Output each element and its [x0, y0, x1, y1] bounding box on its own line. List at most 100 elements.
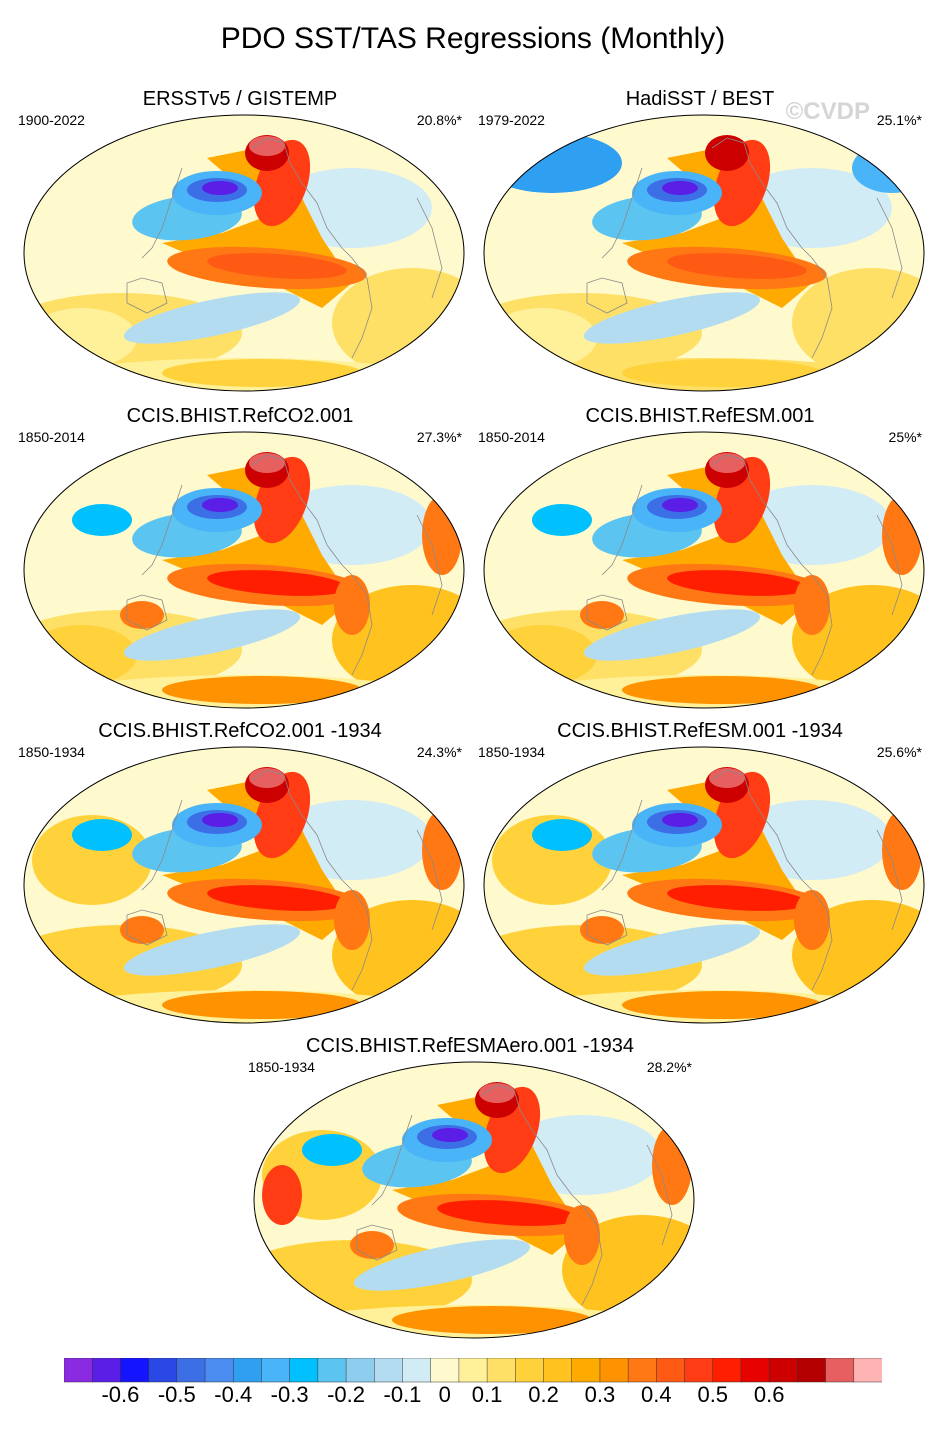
global-map: [23, 114, 465, 392]
nw-pacific-peak: [662, 181, 698, 195]
colorbar-tick-label: -0.2: [327, 1382, 366, 1407]
colorbar-swatch: [627, 1358, 658, 1383]
asia-region: [32, 183, 152, 273]
australia-coast: [586, 909, 628, 946]
colorbar-swatch: [515, 1358, 545, 1383]
indian-ocean-region: [257, 1255, 367, 1315]
nw-pacific-peak: [202, 498, 238, 512]
africa-warm: [422, 495, 462, 575]
africa-coast: [646, 1144, 673, 1246]
asia-cold: [302, 1134, 362, 1166]
asia-coast: [371, 1114, 413, 1206]
australia-coast: [126, 277, 168, 314]
colorbar-swatch: [599, 1358, 629, 1383]
panel-title: CCIS.BHIST.RefCO2.001: [126, 405, 354, 427]
map-outline: [23, 431, 465, 709]
nw-pacific-peak: [202, 181, 238, 195]
colorbar-swatch: [148, 1358, 178, 1383]
south-pacific-cool: [123, 924, 301, 976]
colorbar-swatch: [543, 1358, 573, 1383]
asia-coast: [141, 484, 183, 576]
panel-years: 1850-1934: [478, 744, 545, 760]
africa-warm: [652, 1125, 692, 1205]
map-panel: CCIS.BHIST.RefCO2.001 -1934 1850-1934 24…: [10, 720, 470, 1024]
panel-variance: 27.3%*: [416, 429, 462, 445]
map-outline: [483, 746, 925, 1024]
africa-coast: [416, 197, 443, 299]
panel-years: 1850-1934: [18, 744, 85, 760]
south-america-coast: [811, 574, 833, 676]
indian-ocean-region: [487, 625, 597, 685]
enso-core: [667, 570, 807, 596]
colorbar-tick-label: -0.3: [270, 1382, 309, 1407]
colorbar-swatch: [261, 1358, 291, 1383]
colorbar-swatch: [768, 1358, 799, 1383]
south-america-coast: [351, 889, 373, 991]
south-pacific-cool: [123, 292, 301, 344]
enso-core: [207, 253, 347, 279]
africa-warm: [882, 495, 922, 575]
map-outline: [483, 114, 925, 392]
colorbar-swatch: [345, 1358, 376, 1383]
colorbar-swatch: [120, 1358, 150, 1383]
colorbar-tick-label: -0.5: [157, 1382, 196, 1407]
africa-warm: [422, 810, 462, 890]
west-warm: [262, 1165, 302, 1225]
asia-coast: [601, 167, 643, 259]
nw-pacific-peak: [662, 498, 698, 512]
watermark-logo: ©CVDP: [785, 98, 870, 125]
south-america-warm: [334, 575, 370, 635]
south-pacific-cool: [583, 924, 761, 976]
colorbar-swatch: [204, 1358, 234, 1383]
global-map: [253, 1061, 695, 1339]
colorbar-swatch: [232, 1358, 263, 1383]
colorbar-swatch: [289, 1358, 319, 1383]
alaska-warm: [705, 135, 749, 171]
panel-variance: 28.2%*: [646, 1059, 692, 1075]
americas-coast: [711, 769, 813, 891]
panel-variance: 24.3%*: [416, 744, 462, 760]
indian-ocean-region: [27, 308, 137, 368]
map-field: [484, 432, 924, 708]
map-panel: CCIS.BHIST.RefESMAero.001 -1934 1850-193…: [240, 1035, 700, 1339]
indian-ocean-region: [487, 308, 597, 368]
colorbar: [64, 1358, 882, 1383]
colorbar-tick-label: 0.3: [584, 1382, 616, 1407]
panel-title: CCIS.BHIST.RefESM.001 -1934: [557, 720, 843, 742]
colorbar-swatch: [825, 1358, 855, 1383]
panel-years: 1850-2014: [478, 429, 545, 445]
nw-pacific-peak: [202, 813, 238, 827]
africa-coast: [876, 514, 903, 616]
americas-coast: [251, 454, 353, 576]
colorbar-swatch: [458, 1358, 488, 1383]
colorbar-tick-label: -0.6: [101, 1382, 140, 1407]
map-panel: CCIS.BHIST.RefESM.001 -1934 1850-1934 25…: [470, 720, 930, 1024]
colorbar-swatch: [91, 1358, 122, 1383]
south-america-coast: [351, 574, 373, 676]
africa-coast: [416, 514, 443, 616]
map-outline: [253, 1061, 695, 1339]
asia-coast: [601, 484, 643, 576]
panel-title: CCIS.BHIST.RefESMAero.001 -1934: [306, 1035, 634, 1057]
colorbar-swatch: [430, 1358, 460, 1383]
map-outline: [23, 114, 465, 392]
figure-title: PDO SST/TAS Regressions (Monthly): [220, 22, 726, 55]
antarctic-warm: [622, 359, 822, 387]
south-pacific-cool: [583, 609, 761, 661]
map-field: [484, 747, 924, 1023]
global-map: [483, 431, 925, 709]
map-field: [24, 747, 464, 1023]
colorbar-swatch: [712, 1358, 742, 1383]
south-america-warm: [334, 890, 370, 950]
africa-coast: [416, 829, 443, 931]
south-america-warm: [794, 890, 830, 950]
map-outline: [483, 431, 925, 709]
map-outline: [23, 746, 465, 1024]
panel-variance: 20.8%*: [416, 112, 462, 128]
south-pacific-cool: [583, 292, 761, 344]
asia-coast: [141, 167, 183, 259]
south-pacific-cool: [123, 609, 301, 661]
global-map: [483, 114, 925, 392]
colorbar-swatch: [317, 1358, 347, 1383]
map-panel: HadiSST / BEST 1979-2022 25.1%* ©CVDP: [470, 88, 930, 392]
